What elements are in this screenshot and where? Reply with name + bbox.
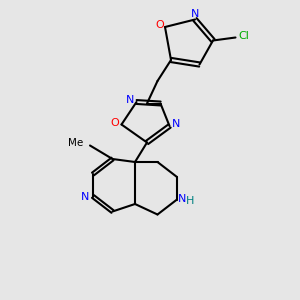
Text: N: N bbox=[172, 118, 180, 129]
Text: N: N bbox=[126, 94, 134, 105]
Text: Me: Me bbox=[68, 137, 83, 148]
Text: O: O bbox=[155, 20, 164, 31]
Text: N: N bbox=[178, 194, 187, 205]
Text: H: H bbox=[186, 196, 194, 206]
Text: Cl: Cl bbox=[238, 31, 249, 41]
Text: O: O bbox=[110, 118, 119, 128]
Text: N: N bbox=[81, 191, 90, 202]
Text: N: N bbox=[191, 9, 199, 19]
